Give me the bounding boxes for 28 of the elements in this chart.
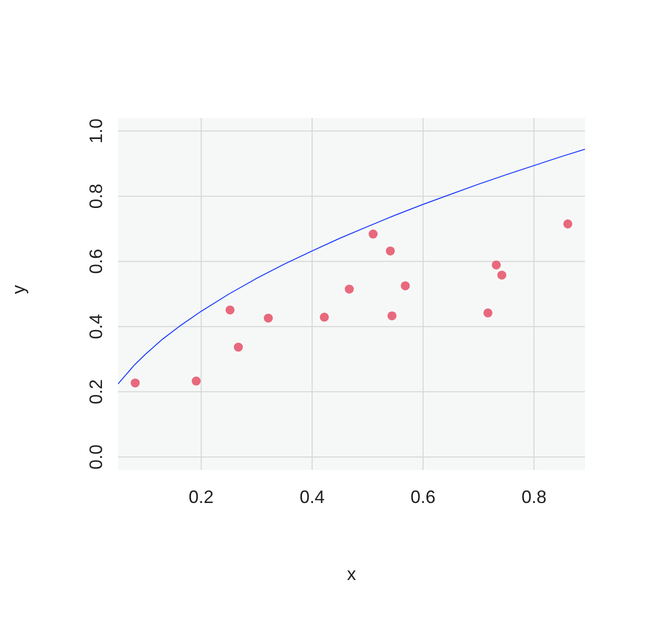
point <box>320 312 329 322</box>
x-axis-title: x <box>347 564 356 584</box>
point <box>387 311 396 320</box>
x-tick-label: 0.8 <box>521 486 546 507</box>
point <box>492 260 501 270</box>
point <box>344 284 354 294</box>
point <box>234 342 243 352</box>
y-tick-label: 0.0 <box>86 444 106 470</box>
point <box>483 308 492 318</box>
point <box>226 305 235 314</box>
y-axis-title: y <box>8 285 28 294</box>
y-tick-label: 0.6 <box>86 248 106 274</box>
x-tick-label: 0.4 <box>300 486 325 507</box>
point <box>130 378 140 388</box>
y-tick-label: 0.2 <box>86 379 106 404</box>
point <box>497 270 506 280</box>
point <box>563 219 572 228</box>
point <box>400 281 410 290</box>
y-tick-label: 0.4 <box>86 314 106 340</box>
point <box>386 246 395 256</box>
x-tick-label: 0.6 <box>410 486 436 507</box>
point <box>264 314 273 323</box>
point <box>368 230 378 239</box>
point <box>192 376 201 386</box>
x-tick-label: 0.2 <box>188 486 214 507</box>
y-tick-label: 1.0 <box>86 118 106 144</box>
y-tick-label: 0.8 <box>86 184 106 209</box>
line-series <box>118 148 585 384</box>
